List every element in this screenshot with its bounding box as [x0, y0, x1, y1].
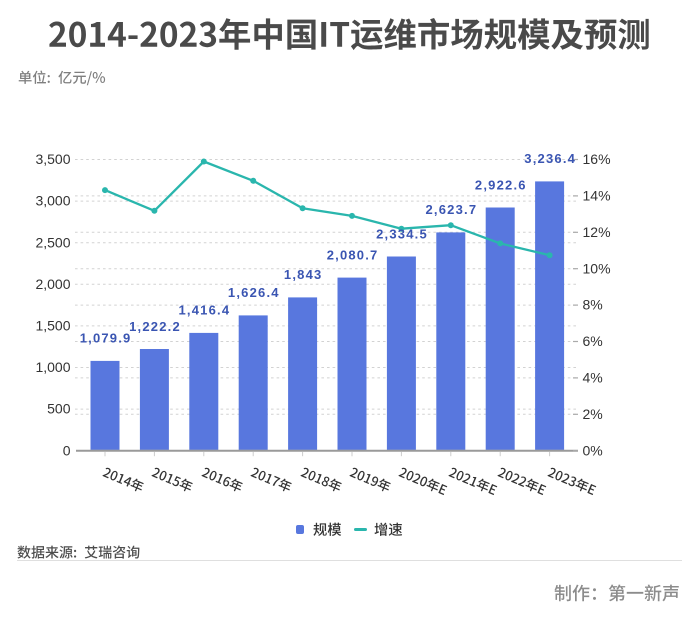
- svg-text:1,843: 1,843: [284, 267, 323, 282]
- svg-text:10%: 10%: [583, 260, 611, 276]
- svg-text:2,922.6: 2,922.6: [475, 177, 527, 192]
- svg-text:2,080.7: 2,080.7: [327, 247, 379, 262]
- svg-text:1,222.2: 1,222.2: [129, 319, 181, 334]
- svg-text:0: 0: [63, 442, 71, 458]
- svg-text:1,626.4: 1,626.4: [228, 285, 280, 300]
- svg-text:6%: 6%: [583, 333, 603, 349]
- svg-text:2,500: 2,500: [35, 234, 70, 250]
- svg-text:3,500: 3,500: [35, 151, 70, 167]
- svg-text:3,000: 3,000: [35, 193, 70, 209]
- svg-text:16%: 16%: [583, 151, 611, 167]
- svg-text:2,623.7: 2,623.7: [426, 202, 478, 217]
- svg-text:1,500: 1,500: [35, 318, 70, 334]
- svg-text:12%: 12%: [583, 224, 611, 240]
- svg-text:0%: 0%: [583, 442, 603, 458]
- svg-text:2,334.5: 2,334.5: [376, 226, 428, 241]
- svg-text:3,236.4: 3,236.4: [524, 151, 576, 166]
- svg-text:1,079.9: 1,079.9: [80, 331, 132, 346]
- svg-text:8%: 8%: [583, 297, 603, 313]
- svg-text:14%: 14%: [583, 188, 611, 204]
- svg-text:500: 500: [47, 401, 71, 417]
- svg-text:1,416.4: 1,416.4: [179, 303, 231, 318]
- svg-text:2%: 2%: [583, 406, 603, 422]
- svg-text:2,000: 2,000: [35, 276, 70, 292]
- svg-text:1,000: 1,000: [35, 359, 70, 375]
- svg-text:4%: 4%: [583, 370, 603, 386]
